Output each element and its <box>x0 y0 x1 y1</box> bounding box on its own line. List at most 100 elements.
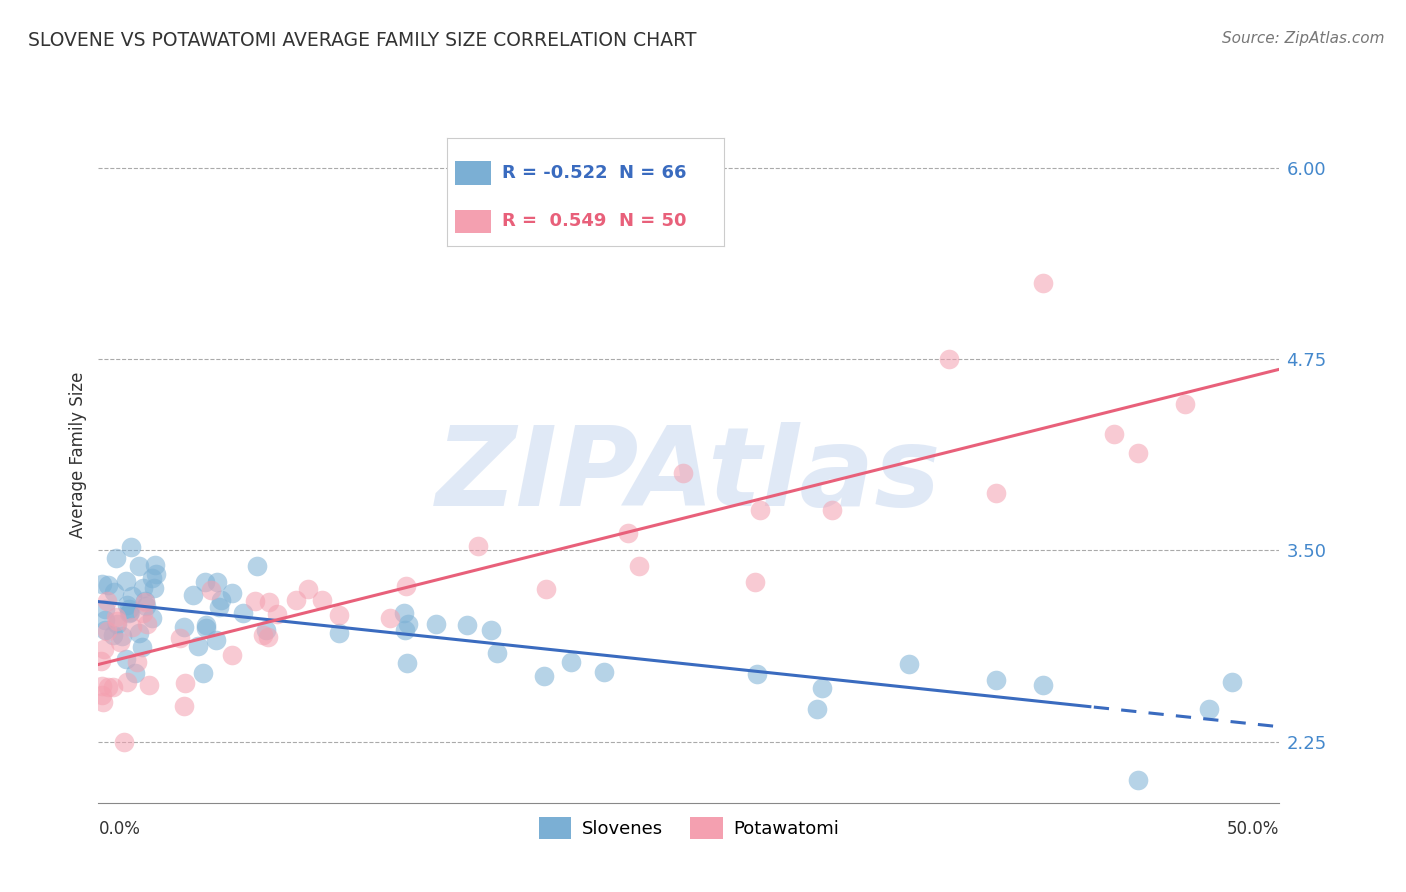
Point <box>1102 426 1125 441</box>
Point <box>94 613 117 627</box>
Point <box>396 656 419 670</box>
Point <box>1126 772 1149 787</box>
Point <box>425 617 447 632</box>
Text: 0.0%: 0.0% <box>98 821 141 838</box>
Text: 50.0%: 50.0% <box>1227 821 1279 838</box>
Point <box>173 698 195 713</box>
Point <box>1220 674 1243 689</box>
Point <box>205 633 228 648</box>
Point <box>108 635 131 649</box>
Point <box>131 640 153 655</box>
Point <box>101 628 124 642</box>
Point <box>467 539 489 553</box>
Point <box>1126 446 1149 460</box>
Point <box>187 639 209 653</box>
Point <box>91 576 114 591</box>
Point <box>259 595 281 609</box>
Point <box>672 466 695 480</box>
Point <box>91 695 114 709</box>
Point <box>118 606 141 620</box>
Point <box>628 559 651 574</box>
Point <box>209 593 232 607</box>
Point <box>193 665 215 680</box>
Point <box>97 577 120 591</box>
Point <box>96 594 118 608</box>
Point <box>394 606 416 620</box>
Point <box>141 611 163 625</box>
Point <box>328 626 350 640</box>
Point <box>121 589 143 603</box>
Point <box>205 574 228 589</box>
Point <box>297 582 319 596</box>
Point <box>534 582 557 597</box>
Point <box>533 669 555 683</box>
Legend: Slovenes, Potawatomi: Slovenes, Potawatomi <box>531 809 846 846</box>
Point <box>984 673 1007 687</box>
Point <box>142 581 165 595</box>
Point <box>117 674 139 689</box>
Point <box>173 620 195 634</box>
Point <box>311 593 333 607</box>
Point <box>254 623 277 637</box>
Point <box>821 502 844 516</box>
Point <box>560 655 582 669</box>
Point <box>104 610 127 624</box>
Point <box>174 676 197 690</box>
Point <box>378 611 401 625</box>
Point <box>105 550 128 565</box>
Point <box>132 581 155 595</box>
Point <box>1032 276 1054 290</box>
Point <box>125 655 148 669</box>
Point <box>806 702 828 716</box>
Text: Source: ZipAtlas.com: Source: ZipAtlas.com <box>1222 31 1385 46</box>
Point <box>132 606 155 620</box>
Point <box>1174 397 1197 411</box>
Point <box>111 629 134 643</box>
Point <box>938 352 960 367</box>
Point <box>135 599 157 613</box>
Point <box>479 624 502 638</box>
Point <box>456 618 478 632</box>
Point <box>105 616 128 631</box>
Point <box>221 585 243 599</box>
Point <box>143 558 166 573</box>
Point <box>984 486 1007 500</box>
Point <box>200 583 222 598</box>
Point <box>246 559 269 574</box>
Point <box>183 588 205 602</box>
Point <box>243 594 266 608</box>
Point <box>1032 678 1054 692</box>
Point <box>128 559 150 574</box>
Point <box>232 606 254 620</box>
Point <box>396 617 419 632</box>
Point <box>91 689 114 703</box>
Point <box>221 648 243 662</box>
Point <box>103 584 125 599</box>
Point <box>252 628 274 642</box>
Point <box>898 657 921 671</box>
Point <box>194 574 217 589</box>
Point <box>134 595 156 609</box>
Point <box>103 680 125 694</box>
Y-axis label: Average Family Size: Average Family Size <box>69 372 87 538</box>
Point <box>138 678 160 692</box>
Point <box>486 646 509 660</box>
Point <box>169 631 191 645</box>
Point <box>134 593 156 607</box>
Point <box>394 624 416 638</box>
Point <box>208 599 231 614</box>
Point <box>745 667 768 681</box>
Point <box>117 599 139 613</box>
Point <box>749 503 772 517</box>
Point <box>115 651 138 665</box>
Point <box>114 574 136 589</box>
Point <box>112 734 135 748</box>
Point <box>120 606 142 620</box>
Point <box>128 626 150 640</box>
Point <box>120 541 142 555</box>
Point <box>257 630 280 644</box>
Point <box>121 620 143 634</box>
Point <box>266 607 288 622</box>
Point <box>194 617 217 632</box>
Point <box>1198 702 1220 716</box>
